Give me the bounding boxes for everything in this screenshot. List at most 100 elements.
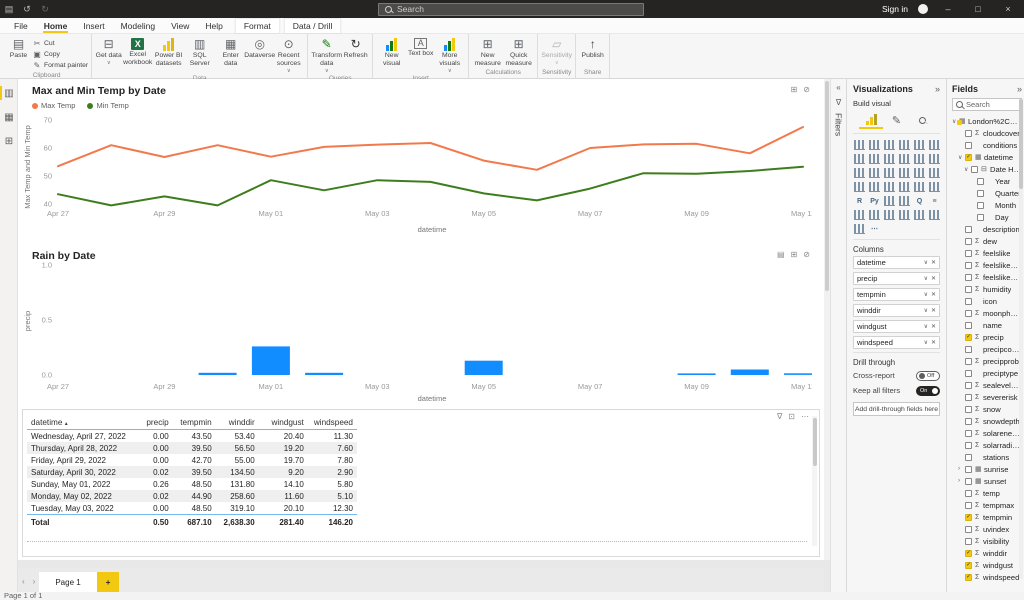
field-checkbox[interactable]	[965, 393, 972, 401]
sensitivity-button[interactable]: ▱ Sensitivity ∨	[541, 36, 572, 66]
paginated-report-icon[interactable]	[853, 209, 866, 221]
maximize-icon[interactable]: □	[975, 4, 981, 14]
power-bi-datasets-button[interactable]: Power BI datasets	[153, 36, 184, 68]
shape-map-icon[interactable]	[883, 181, 896, 193]
field-dropdown-icon[interactable]: ∨	[923, 308, 928, 314]
field-well-datetime[interactable]: datetime ∨ ✕	[853, 256, 940, 269]
line-and-clustered-column-chart-icon[interactable]	[913, 153, 926, 165]
card-icon[interactable]	[898, 209, 911, 221]
field-checkbox[interactable]	[965, 369, 972, 377]
field-item-datetime[interactable]: ∨ ✓ ▦ datetime	[952, 151, 1022, 163]
table-row[interactable]: Saturday, April 30, 2022 0.02 39.50 134.50 9…	[27, 466, 357, 478]
field-item-description[interactable]: description	[952, 223, 1022, 235]
field-checkbox[interactable]	[965, 525, 972, 533]
filter-icon[interactable]: ∇	[776, 412, 783, 421]
next-page-icon[interactable]: ›	[32, 577, 36, 586]
page-tab-page-1[interactable]: Page 1	[39, 572, 97, 592]
expander-icon[interactable]: ›	[958, 478, 960, 484]
menu-tab-insert[interactable]: Insert	[83, 20, 105, 31]
menu-tab-data-drill[interactable]: Data / Drill	[283, 18, 342, 33]
field-checkbox[interactable]	[965, 261, 972, 269]
field-checkbox[interactable]	[965, 465, 972, 473]
field-checkbox[interactable]: ✓	[965, 153, 972, 161]
new-measure-button[interactable]: ⊞ New measure	[472, 36, 503, 68]
data-view-button[interactable]: ▦	[4, 111, 14, 123]
bar-chart-visual[interactable]: Rain by Date ▤ ⊞ ⊘ 1.0 0.5 0.0 precip Apr 27 Ap…	[22, 247, 822, 403]
field-checkbox[interactable]	[965, 141, 972, 149]
field-checkbox[interactable]	[965, 249, 972, 257]
expander-icon[interactable]: ∨	[958, 154, 963, 161]
funnel-chart-icon[interactable]	[868, 167, 881, 179]
dataverse-button[interactable]: ◎ Dataverse	[244, 36, 275, 60]
table-row[interactable]: Tuesday, May 03, 2022 0.00 48.50 319.10 20.1…	[27, 502, 357, 515]
refresh-button[interactable]: ↻ Refresh	[342, 36, 369, 60]
format-painter-button[interactable]: ✎ Format painter	[32, 60, 89, 71]
map-icon[interactable]	[853, 181, 866, 193]
field-item-preciptype[interactable]: preciptype	[952, 367, 1022, 379]
column-header-windgust[interactable]: windgust	[258, 416, 308, 430]
table-visual[interactable]: ∇ ⊡ ⋯ datetime ▲ precip tempmin winddir windgu…	[22, 409, 820, 557]
add-drill-through-fields-dropzone[interactable]: Add drill-through fields here	[853, 402, 940, 416]
field-dropdown-icon[interactable]: ∨	[923, 292, 928, 298]
field-checkbox[interactable]	[965, 501, 972, 509]
focus-mode-icon[interactable]: ⊞	[790, 85, 798, 94]
decomposition-tree-icon[interactable]	[898, 195, 911, 207]
q-and-a-icon[interactable]: Q	[916, 197, 923, 205]
matrix-icon[interactable]	[928, 181, 941, 193]
filled-map-icon[interactable]	[868, 181, 881, 193]
column-header-winddir[interactable]: winddir	[215, 416, 259, 430]
save-icon[interactable]: ▤	[4, 3, 14, 14]
fields-search-input[interactable]: Search	[952, 98, 1022, 111]
format-visual-tab[interactable]: ✎	[891, 114, 902, 127]
field-item-year[interactable]: Year	[952, 175, 1022, 187]
field-checkbox[interactable]: ✓	[965, 333, 972, 341]
table-row[interactable]: Monday, May 02, 2022 0.02 44.90 258.60 11.60…	[27, 490, 357, 502]
field-checkbox[interactable]	[971, 165, 978, 173]
scatter-chart-icon[interactable]	[883, 167, 896, 179]
stop-icon[interactable]: ⊘	[803, 85, 810, 94]
canvas-scrollbar[interactable]	[824, 79, 830, 560]
close-icon[interactable]: ×	[1005, 4, 1011, 14]
more-options-icon[interactable]: ⋯	[801, 412, 809, 421]
undo-icon[interactable]: ↺	[23, 3, 31, 14]
expand-filters-icon[interactable]: «	[836, 83, 841, 92]
field-item-conditions[interactable]: conditions	[952, 139, 1022, 151]
analytics-tab[interactable]	[910, 111, 934, 129]
waterfall-chart-icon[interactable]	[853, 167, 866, 179]
menu-tab-home[interactable]: Home	[36, 18, 76, 33]
field-item-icon[interactable]: icon	[952, 295, 1022, 307]
field-item-solarradiation[interactable]: Σsolarradiation	[952, 439, 1022, 451]
report-canvas[interactable]: Max and Min Temp by Date ⊞ ⊘ Max Temp Min …	[18, 79, 824, 560]
expander-icon[interactable]: ›	[958, 466, 960, 472]
field-checkbox[interactable]	[965, 417, 972, 425]
sign-in-button[interactable]: Sign in	[882, 4, 908, 14]
recent-sources-button[interactable]: ⊙ Recent sources ∨	[273, 36, 304, 74]
clustered-bar-chart-icon[interactable]	[883, 139, 896, 151]
line-and-stacked-column-chart-icon[interactable]	[898, 153, 911, 165]
remove-field-icon[interactable]: ✕	[930, 308, 936, 314]
field-dropdown-icon[interactable]: ∨	[923, 276, 928, 282]
previous-page-icon[interactable]: ‹	[22, 577, 25, 586]
collapse-visualizations-icon[interactable]: »	[934, 84, 940, 94]
expander-icon[interactable]: ∨	[964, 166, 969, 173]
ribbon-chart-icon[interactable]	[928, 153, 941, 165]
field-checkbox[interactable]: ✓	[965, 561, 972, 569]
menu-tab-view[interactable]: View	[171, 20, 190, 31]
get-data-button[interactable]: ⊟ Get data ∨	[95, 36, 122, 66]
menu-tab-file[interactable]: File	[14, 20, 28, 31]
column-header-windspeed[interactable]: windspeed	[307, 416, 357, 430]
global-search-input[interactable]: Search	[378, 2, 644, 16]
stacked-bar-chart-icon[interactable]	[853, 139, 866, 151]
treemap-icon[interactable]	[928, 167, 941, 179]
fields-scrollbar[interactable]	[1019, 99, 1023, 579]
field-checkbox[interactable]	[965, 429, 972, 437]
collapse-fields-icon[interactable]: »	[1016, 84, 1022, 94]
